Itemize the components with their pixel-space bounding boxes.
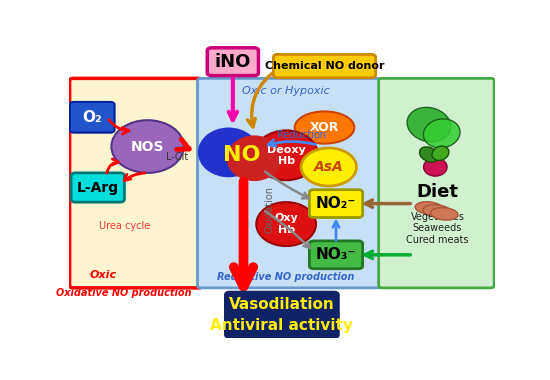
Text: NO₃⁻: NO₃⁻ [316,247,356,262]
Text: Oxidative NO production: Oxidative NO production [56,288,192,298]
Text: Urea cycle: Urea cycle [98,220,150,231]
Text: L-Arg: L-Arg [76,180,119,195]
Ellipse shape [295,111,354,144]
Text: AsA: AsA [314,160,344,174]
FancyBboxPatch shape [226,292,338,317]
Text: L-Cit: L-Cit [166,152,189,162]
Ellipse shape [424,119,460,148]
Text: Oxy
Hb: Oxy Hb [274,213,298,235]
Ellipse shape [420,147,438,162]
Ellipse shape [227,135,282,181]
Ellipse shape [432,146,449,160]
FancyBboxPatch shape [226,313,338,337]
Text: Antiviral activity: Antiviral activity [211,318,353,332]
Ellipse shape [407,108,451,142]
Text: NO: NO [223,145,260,165]
Ellipse shape [198,128,259,177]
Text: Vegetables
Seaweeds
Cured meats: Vegetables Seaweeds Cured meats [406,212,469,245]
FancyBboxPatch shape [70,102,114,133]
Text: NOS: NOS [131,139,164,154]
Text: Reductive NO production: Reductive NO production [217,272,355,282]
FancyBboxPatch shape [309,190,362,217]
Text: Oxic or Hypoxic: Oxic or Hypoxic [242,86,330,96]
Text: Oxic: Oxic [89,270,117,280]
FancyBboxPatch shape [309,241,362,269]
Text: Oxidation: Oxidation [264,186,274,233]
Text: XOR: XOR [310,121,339,134]
FancyBboxPatch shape [273,54,376,78]
Text: Reduction: Reduction [277,130,326,140]
Ellipse shape [415,202,443,214]
Text: O₂: O₂ [82,110,102,125]
FancyBboxPatch shape [207,48,258,76]
FancyBboxPatch shape [71,173,124,202]
Ellipse shape [111,120,184,173]
Text: iNO: iNO [214,53,251,71]
Ellipse shape [423,205,450,217]
Text: Chemical NO donor: Chemical NO donor [265,61,384,71]
Ellipse shape [431,207,458,220]
FancyBboxPatch shape [70,78,202,288]
Ellipse shape [256,202,316,246]
Text: Diet: Diet [416,183,459,201]
Ellipse shape [254,130,318,180]
Text: Vasodilation: Vasodilation [229,297,335,312]
Text: NO₂⁻: NO₂⁻ [316,196,356,211]
Text: Deoxy
Hb: Deoxy Hb [267,144,305,166]
FancyBboxPatch shape [378,78,494,288]
FancyBboxPatch shape [197,78,381,288]
Ellipse shape [424,158,447,176]
Ellipse shape [301,148,356,186]
